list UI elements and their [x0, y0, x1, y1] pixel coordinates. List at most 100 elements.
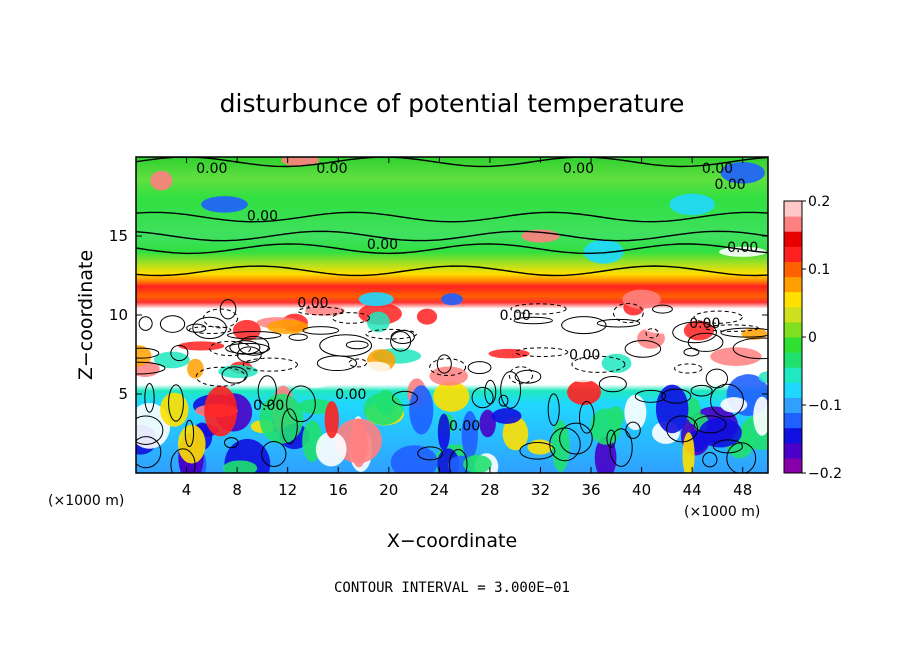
- contour-line: [559, 422, 593, 455]
- contour-value-label: 0.00: [316, 161, 347, 177]
- y-axis: 5 10 15: [109, 227, 768, 403]
- field-blob: [502, 416, 529, 451]
- contour-line: [514, 347, 569, 358]
- contour-line: [136, 347, 160, 359]
- contour-value-label: 0.00: [196, 161, 227, 177]
- field-blob: [304, 305, 345, 316]
- field-blobs: [136, 157, 768, 473]
- field-blob: [710, 347, 762, 366]
- contour-line: [471, 387, 494, 409]
- contour-line: [345, 340, 369, 350]
- y-axis-label: Z−coordinate: [75, 250, 97, 380]
- contour-line: [693, 415, 727, 434]
- contour-line: [229, 340, 261, 355]
- contour-line: [348, 358, 368, 368]
- field-blob: [527, 439, 553, 455]
- contour-value-label: 0.00: [297, 295, 328, 311]
- field-blob: [281, 157, 320, 167]
- field-blob: [719, 246, 767, 257]
- contour-line: [136, 361, 166, 375]
- colorbar-swatch: [784, 276, 802, 293]
- field-blob: [259, 393, 304, 444]
- contour-line: [498, 394, 509, 407]
- field-blob: [463, 454, 492, 473]
- x-tick-label: 12: [278, 481, 297, 499]
- contour-value-label: 0.00: [500, 308, 531, 324]
- field-blob: [683, 320, 715, 341]
- contour-value-label: 0.00: [727, 240, 758, 256]
- contour-line: [612, 302, 644, 324]
- contour-line: [436, 354, 452, 374]
- field-blob: [298, 368, 333, 388]
- contour-line: [467, 361, 492, 375]
- y-tick-label: 10: [109, 306, 128, 324]
- contour-line: [683, 347, 700, 357]
- contour-line: [365, 328, 417, 340]
- field-blob: [366, 311, 390, 333]
- contour-line: [720, 327, 768, 338]
- field-blob: [624, 394, 647, 431]
- contour-line: [606, 429, 616, 448]
- contour-line: [634, 389, 667, 403]
- contour-value-label: 0.00: [689, 316, 720, 332]
- field-blob: [433, 381, 470, 412]
- x-unit-label-right: (×1000 m): [684, 504, 760, 520]
- contour-line: [519, 442, 556, 460]
- contour-line: [136, 211, 768, 223]
- contour-value-label: 0.00: [563, 161, 594, 177]
- contour-line: [571, 355, 626, 373]
- contour-line: [136, 265, 768, 277]
- plot-area: [136, 157, 768, 473]
- field-blob: [594, 436, 617, 473]
- contour-line: [513, 316, 553, 325]
- field-blob: [416, 308, 438, 325]
- x-tick-label: 24: [430, 481, 449, 499]
- contour-value-label: 0.00: [247, 208, 278, 224]
- field-blob: [429, 366, 468, 386]
- colorbar-swatch: [784, 442, 802, 459]
- contour-line: [732, 337, 768, 360]
- colorbar-swatch: [784, 397, 802, 414]
- contour-line: [286, 385, 316, 423]
- contour-line: [609, 428, 633, 467]
- contour-line: [261, 440, 287, 467]
- field-blob: [719, 315, 768, 328]
- field-blob: [201, 196, 248, 213]
- field-blob: [720, 397, 748, 413]
- contour-line: [223, 437, 239, 449]
- x-tick-label: 48: [733, 481, 752, 499]
- field-blob: [758, 371, 768, 384]
- contour-line: [514, 369, 542, 384]
- field-blob: [297, 399, 334, 415]
- field-blob: [267, 319, 309, 335]
- field-blob: [376, 389, 396, 416]
- colorbar-swatch: [784, 291, 802, 308]
- field-blob: [682, 432, 695, 473]
- contour-value-label: 0.00: [702, 161, 733, 177]
- field-blob: [488, 348, 530, 359]
- contour-line: [209, 340, 251, 357]
- contour-line: [661, 388, 692, 404]
- field-blob: [720, 161, 765, 184]
- field-blob: [324, 401, 339, 439]
- field-blob: [479, 409, 496, 438]
- contour-line: [238, 335, 270, 356]
- x-tick-label: 4: [182, 481, 192, 499]
- contour-value-label: 0.00: [449, 419, 480, 435]
- x-tick-label: 20: [379, 481, 398, 499]
- x-axis: 4 8 12 16 20 24 28 32 36 40 44 48: [182, 157, 752, 499]
- contour-line: [704, 324, 759, 332]
- contour-line: [726, 442, 757, 473]
- field-blob: [136, 345, 152, 367]
- contour-line: [391, 390, 418, 406]
- field-blob: [153, 351, 190, 369]
- colorbar: 0.2 0.1 0 −0.1 −0.2: [783, 194, 842, 482]
- contour-line: [136, 157, 768, 168]
- contour-value-label: 0.00: [714, 177, 745, 193]
- colorbar-swatch: [784, 261, 802, 278]
- contour-line: [227, 331, 282, 340]
- contour-line: [693, 310, 743, 324]
- x-tick-label: 16: [329, 481, 348, 499]
- field-blob: [137, 334, 172, 352]
- field-blob: [329, 365, 373, 377]
